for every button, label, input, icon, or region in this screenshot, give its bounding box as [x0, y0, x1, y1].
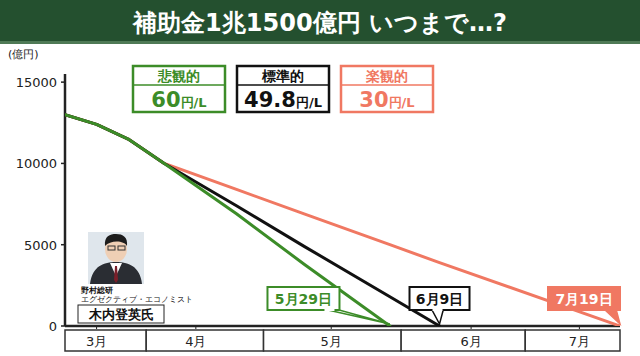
y-tick-label: 0 — [49, 319, 57, 334]
caption-name: 木内登英氏 — [88, 307, 154, 322]
legend-label-number: 60 — [151, 88, 180, 112]
x-axis-line — [65, 325, 620, 328]
title: 補助金1兆1500億円 いつまで…? — [132, 9, 507, 37]
legend-label: 49.8円/L — [244, 88, 322, 112]
series-line — [65, 115, 620, 326]
legend-box — [341, 66, 433, 112]
legend-box — [133, 66, 225, 112]
y-axis-line — [64, 74, 67, 326]
caption-org: 野村総研 — [81, 286, 113, 295]
portrait-tie — [114, 266, 118, 283]
annotation-joint — [433, 308, 443, 311]
x-tick-label: 4月 — [185, 334, 206, 349]
portrait-suit — [90, 262, 142, 284]
portrait-hair — [105, 234, 127, 246]
legend-name: 標準的 — [261, 68, 304, 84]
lines — [65, 115, 620, 326]
page: {"chart_data": { "type": "line", "title"… — [0, 0, 640, 356]
x-tick-label: 3月 — [86, 334, 107, 349]
x-tick-label: 5月 — [321, 334, 342, 349]
legend-name: 悲観的 — [157, 68, 200, 84]
caption-name-box — [78, 305, 164, 323]
annotation-box — [410, 287, 470, 310]
annotation-box — [548, 287, 620, 310]
legend-divider — [237, 84, 329, 86]
annotation-pointer — [432, 309, 444, 324]
annotation-joint — [324, 308, 334, 311]
legend-label-unit: 円/L — [389, 95, 415, 110]
series-line — [65, 115, 440, 326]
x-tick-label: 7月 — [569, 334, 590, 349]
legend-label-unit: 円/L — [181, 95, 207, 110]
y-tick-label: 5000 — [24, 238, 57, 253]
annotation-pointer — [604, 309, 620, 324]
x-month-box — [65, 330, 146, 351]
legend-label-unit: 円/L — [296, 95, 322, 110]
legend-label-number: 49.8 — [244, 88, 296, 112]
portrait-glasses-r — [118, 246, 125, 250]
x-tick-label: 6月 — [460, 334, 481, 349]
annotation-text: 6月9日 — [416, 291, 463, 307]
legend-label: 60円/L — [151, 88, 206, 112]
legend-label-number: 30 — [359, 88, 388, 112]
portrait-glasses-l — [108, 246, 115, 250]
annotation-pointer — [323, 309, 389, 324]
annotation-text: 5月29日 — [275, 291, 332, 307]
x-month-box — [146, 330, 263, 351]
y-axis-label: (億円) — [8, 48, 39, 61]
x-month-box — [264, 330, 402, 351]
y-tick-label: 15000 — [16, 75, 57, 90]
x-month-box — [401, 330, 525, 351]
chart: 補助金1兆1500億円 いつまで…? (億円) 0 5000 10000 15000 3月 4… — [0, 0, 640, 356]
series-line — [65, 115, 390, 326]
caption-role: エグゼクティブ・エコノミスト — [81, 295, 193, 304]
legend-name: 楽観的 — [365, 68, 408, 84]
x-month-box — [525, 330, 620, 351]
annotation-box — [267, 287, 339, 310]
legend-divider — [133, 84, 225, 86]
portrait-bg — [88, 232, 144, 284]
annotation-text: 7月19日 — [555, 291, 612, 307]
legend-box — [237, 66, 329, 112]
title-banner-edge — [0, 41, 640, 44]
title-banner — [0, 0, 640, 44]
legend-label: 30円/L — [359, 88, 414, 112]
legend-divider — [341, 84, 433, 86]
y-tick-label: 10000 — [16, 156, 57, 171]
